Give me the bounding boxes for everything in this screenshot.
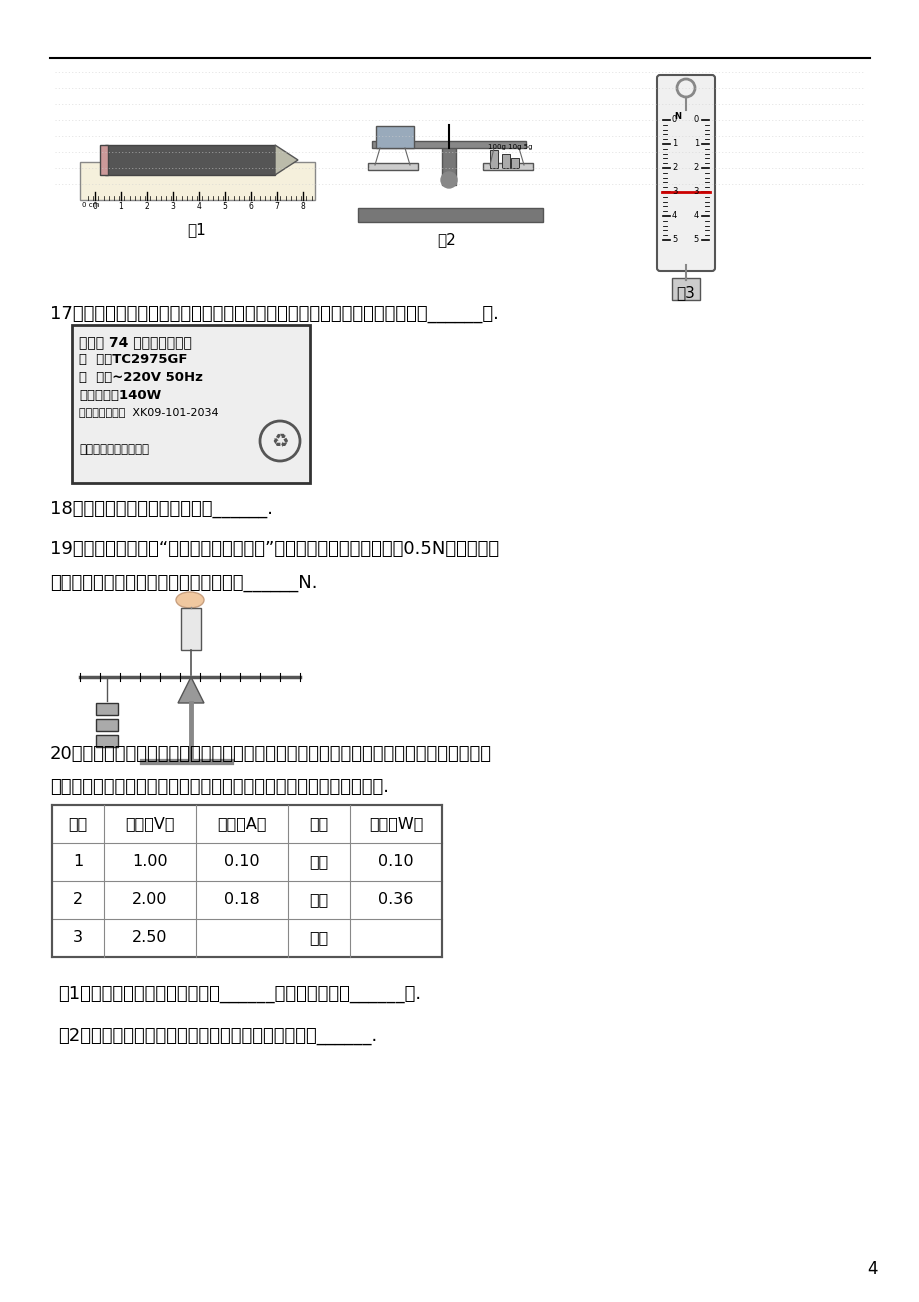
Text: 6: 6 bbox=[248, 202, 253, 211]
Bar bbox=[490, 150, 497, 168]
Text: 3: 3 bbox=[170, 202, 176, 211]
Text: 1: 1 bbox=[671, 139, 676, 148]
Text: 生产许可证编号  XK09-101-2034: 生产许可证编号 XK09-101-2034 bbox=[79, 408, 219, 417]
Text: 0: 0 bbox=[693, 116, 698, 125]
Text: 19．如图所示，在做“探究杠杆的平衡条件”实验时，每个钒码的重力为0.5N，要使杠杆: 19．如图所示，在做“探究杠杆的平衡条件”实验时，每个钒码的重力为0.5N，要使… bbox=[50, 540, 499, 559]
Bar bbox=[181, 608, 200, 650]
Text: 0.18: 0.18 bbox=[224, 892, 259, 907]
Text: 0.36: 0.36 bbox=[378, 892, 414, 907]
Text: 2.50: 2.50 bbox=[132, 931, 167, 945]
Text: ♻: ♻ bbox=[271, 431, 289, 450]
Text: 4: 4 bbox=[671, 211, 676, 220]
Text: 0: 0 bbox=[671, 116, 676, 125]
Text: 1: 1 bbox=[73, 854, 83, 870]
Text: 100g 10g 5g: 100g 10g 5g bbox=[487, 145, 532, 150]
Ellipse shape bbox=[176, 592, 204, 608]
Circle shape bbox=[440, 172, 457, 187]
Bar bbox=[96, 703, 118, 715]
Bar bbox=[52, 805, 441, 957]
Bar bbox=[96, 719, 118, 730]
Text: 5: 5 bbox=[222, 202, 227, 211]
Text: 0 cm: 0 cm bbox=[82, 202, 99, 208]
Text: 电流（A）: 电流（A） bbox=[217, 816, 267, 832]
Text: 在图中位置平衡，弹簧测力计的示数应为______N.: 在图中位置平衡，弹簧测力计的示数应为______N. bbox=[50, 574, 317, 592]
Bar bbox=[357, 208, 542, 223]
Text: 0.10: 0.10 bbox=[378, 854, 414, 870]
Text: 较暗: 较暗 bbox=[309, 892, 328, 907]
Bar bbox=[482, 163, 532, 171]
Polygon shape bbox=[275, 145, 298, 174]
Text: 较亮: 较亮 bbox=[309, 931, 328, 945]
Bar bbox=[72, 326, 310, 483]
Bar bbox=[502, 154, 509, 168]
Bar bbox=[105, 145, 275, 174]
Text: 4: 4 bbox=[867, 1260, 877, 1279]
Text: 功率（W）: 功率（W） bbox=[369, 816, 423, 832]
Text: 1: 1 bbox=[119, 202, 123, 211]
Text: 0.10: 0.10 bbox=[224, 854, 259, 870]
Text: 18．请列举一控制噪声的实例：______.: 18．请列举一控制噪声的实例：______. bbox=[50, 500, 273, 518]
Text: 2: 2 bbox=[73, 892, 83, 907]
Polygon shape bbox=[177, 677, 204, 703]
Text: 1.00: 1.00 bbox=[132, 854, 167, 870]
Text: 图1: 图1 bbox=[187, 223, 206, 237]
Bar bbox=[376, 126, 414, 148]
Bar bbox=[441, 145, 456, 185]
Text: （2）通过分析表中的数据你有哪些发现？写出一条：______.: （2）通过分析表中的数据你有哪些发现？写出一条：______. bbox=[58, 1027, 377, 1046]
Text: 4: 4 bbox=[693, 211, 698, 220]
Bar bbox=[100, 145, 108, 174]
Bar bbox=[96, 736, 118, 747]
Text: 口口牌 74 厘米彩色电视机: 口口牌 74 厘米彩色电视机 bbox=[79, 335, 192, 349]
Bar bbox=[80, 161, 314, 201]
Text: 7: 7 bbox=[274, 202, 279, 211]
Text: 5: 5 bbox=[671, 236, 676, 245]
Text: 图2: 图2 bbox=[437, 232, 456, 247]
Text: （1）第三次实验中电流表示数是______安，灯泡功率是______瓦.: （1）第三次实验中电流表示数是______安，灯泡功率是______瓦. bbox=[58, 986, 421, 1003]
Text: 2: 2 bbox=[144, 202, 149, 211]
Text: 口口电器股份有限公司: 口口电器股份有限公司 bbox=[79, 443, 149, 456]
Bar bbox=[510, 158, 518, 168]
Bar bbox=[371, 141, 526, 148]
Text: 型  号：TC2975GF: 型 号：TC2975GF bbox=[79, 353, 187, 366]
Text: 的电压，得到了表中的数据，其中第三次实验中，电流表示数如图所示.: 的电压，得到了表中的数据，其中第三次实验中，电流表示数如图所示. bbox=[50, 779, 389, 796]
FancyBboxPatch shape bbox=[656, 76, 714, 271]
Text: 4: 4 bbox=[197, 202, 201, 211]
Text: 1: 1 bbox=[693, 139, 698, 148]
Text: 图3: 图3 bbox=[675, 285, 695, 299]
Text: 3: 3 bbox=[73, 931, 83, 945]
Text: 0: 0 bbox=[93, 202, 97, 211]
Bar bbox=[671, 279, 699, 299]
Text: 8: 8 bbox=[301, 202, 305, 211]
Bar bbox=[368, 163, 417, 171]
Text: 亮度: 亮度 bbox=[309, 816, 328, 832]
Text: 2: 2 bbox=[671, 164, 676, 172]
Text: 20．在测量小灯泡的电功率时，用电流表测量通过小灯泡的电流，用电压表测量小灯泡两端: 20．在测量小灯泡的电功率时，用电流表测量通过小灯泡的电流，用电压表测量小灯泡两… bbox=[50, 745, 492, 763]
Text: 消耗功率：140W: 消耗功率：140W bbox=[79, 389, 161, 402]
Text: 5: 5 bbox=[693, 236, 698, 245]
Text: 3: 3 bbox=[693, 187, 698, 197]
Text: 很暗: 很暗 bbox=[309, 854, 328, 870]
Text: 电压（V）: 电压（V） bbox=[125, 816, 175, 832]
Text: 3: 3 bbox=[671, 187, 676, 197]
Text: 2.00: 2.00 bbox=[132, 892, 167, 907]
Text: 17．根据图电视机的铭牌，可以计算出这台电视正常工作两小时消耗的电能为______度.: 17．根据图电视机的铭牌，可以计算出这台电视正常工作两小时消耗的电能为_____… bbox=[50, 305, 498, 323]
Text: 次数: 次数 bbox=[68, 816, 87, 832]
Text: 2: 2 bbox=[693, 164, 698, 172]
Text: N: N bbox=[674, 112, 681, 121]
Text: 电  源：~220V 50Hz: 电 源：~220V 50Hz bbox=[79, 371, 203, 384]
